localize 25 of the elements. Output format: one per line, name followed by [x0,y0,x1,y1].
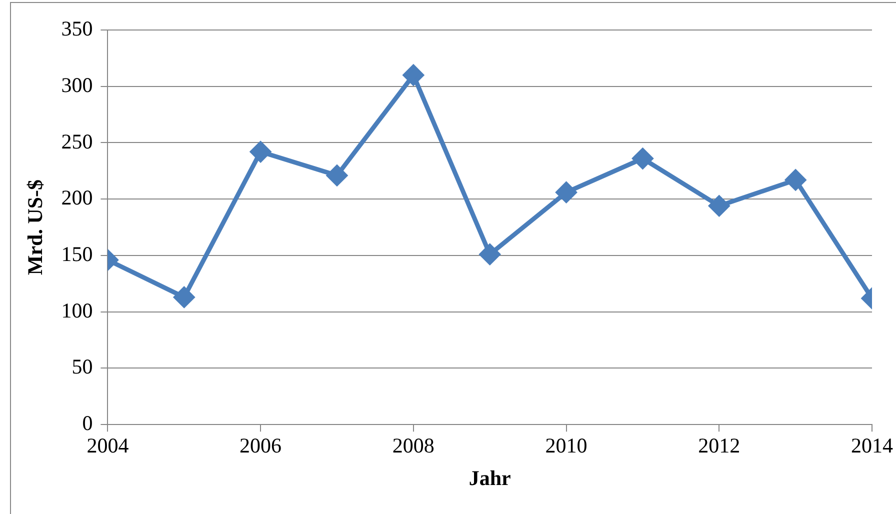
point [326,165,348,186]
y-tick-label: 250 [61,129,93,154]
x-tick-label: 2006 [240,434,282,458]
x-tick-label: 2010 [545,434,588,458]
y-tick-label: 200 [61,186,93,210]
point [174,286,194,308]
point [403,64,424,86]
y-tick-label: 0 [82,411,93,436]
point [250,142,271,162]
y-tick-label: 300 [61,72,93,97]
point [556,182,577,203]
point [480,244,500,265]
x-axis-title: Jahr [468,466,511,490]
point [632,148,653,169]
y-tick-label: 150 [61,242,93,266]
y-axis-title: Mrd. US-$ [23,179,48,276]
point [785,170,806,190]
x-tick-label: 2014 [851,434,894,458]
x-tick-label: 2004 [86,434,130,458]
x-tick-label: 2008 [392,434,434,458]
y-tick-label: 100 [61,298,93,322]
point [708,196,730,216]
y-tick-label: 50 [72,354,93,379]
y-tick-label: 350 [61,16,93,41]
x-tick-label: 2012 [698,434,740,458]
